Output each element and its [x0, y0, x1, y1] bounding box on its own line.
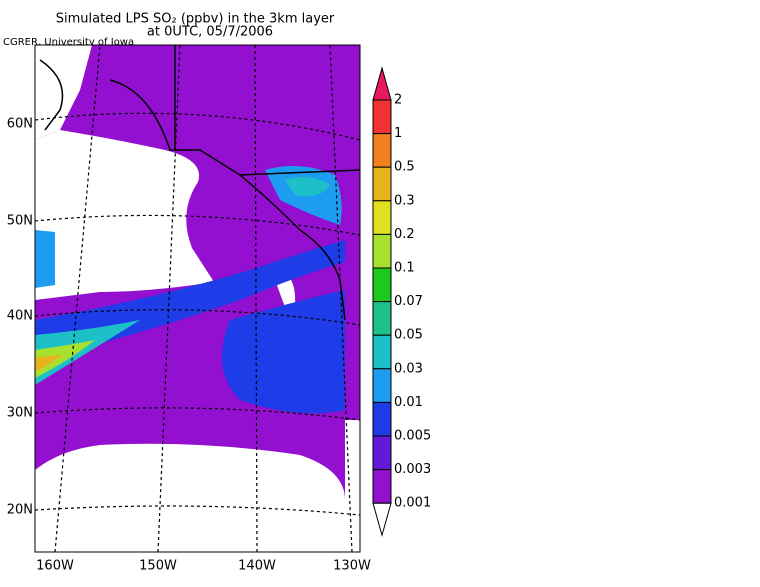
- plume: [35, 340, 95, 378]
- colorbar-segment: [372, 469, 392, 504]
- colorbar-segment: [372, 200, 392, 235]
- lon-label: 140W: [238, 559, 276, 574]
- map-frame: [34, 44, 361, 553]
- colorbar-label: 0.03: [394, 361, 423, 376]
- colorbar-segment: [372, 133, 392, 168]
- plume: [35, 355, 62, 372]
- lat-label: 60N: [7, 117, 33, 132]
- graticule: [35, 45, 360, 552]
- lat-label: 50N: [7, 214, 33, 229]
- colorbar-label: 2: [394, 93, 402, 108]
- colorbar-label: 0.5: [394, 160, 415, 175]
- colorbar-label: 1: [394, 126, 402, 141]
- colorbar-segment: [372, 166, 392, 202]
- colorbar-cap: [372, 502, 392, 538]
- clear-region: [345, 420, 360, 552]
- lat-label: 40N: [7, 309, 33, 324]
- plume: [35, 230, 55, 288]
- colorbar-label: 0.005: [394, 429, 431, 444]
- lat-label: 20N: [7, 503, 33, 518]
- colorbar-label: 0.07: [394, 294, 423, 309]
- colorbar-label: 0.05: [394, 328, 423, 343]
- colorbar-segment: [372, 435, 392, 471]
- colorbar-segment: [372, 233, 392, 269]
- clear-region: [35, 443, 345, 552]
- colorbar-segment: [372, 301, 392, 336]
- lon-label: 130W: [333, 559, 371, 574]
- map: [35, 45, 360, 552]
- plume: [285, 176, 330, 197]
- plume: [35, 320, 140, 385]
- colorbar-segment: [372, 334, 392, 370]
- colorbar-label: 0.1: [394, 261, 415, 276]
- colorbar-segment: [372, 368, 392, 403]
- clear-region: [35, 130, 214, 300]
- colorbar-label: 0.003: [394, 462, 431, 477]
- colorbar-segment: [372, 267, 392, 303]
- colorbar-label: 0.001: [394, 496, 431, 511]
- plume: [222, 290, 345, 414]
- colorbar-label: 0.01: [394, 395, 423, 410]
- colorbar-segment: [372, 401, 392, 437]
- lat-label: 30N: [7, 406, 33, 421]
- lon-label: 160W: [36, 559, 74, 574]
- lon-label: 150W: [139, 559, 177, 574]
- credit: CGRER, University of Iowa: [3, 37, 134, 48]
- colorbar-cap: [372, 66, 392, 101]
- title: Simulated LPS SO₂ (ppbv) in the 3km laye…: [56, 12, 335, 27]
- colorbar-label: 0.3: [394, 193, 415, 208]
- clear-region: [35, 45, 92, 140]
- coastline: [39, 45, 360, 321]
- colorbar-segment: [372, 99, 392, 135]
- colorbar-label: 0.2: [394, 227, 415, 242]
- subtitle: at 0UTC, 05/7/2006: [147, 25, 273, 40]
